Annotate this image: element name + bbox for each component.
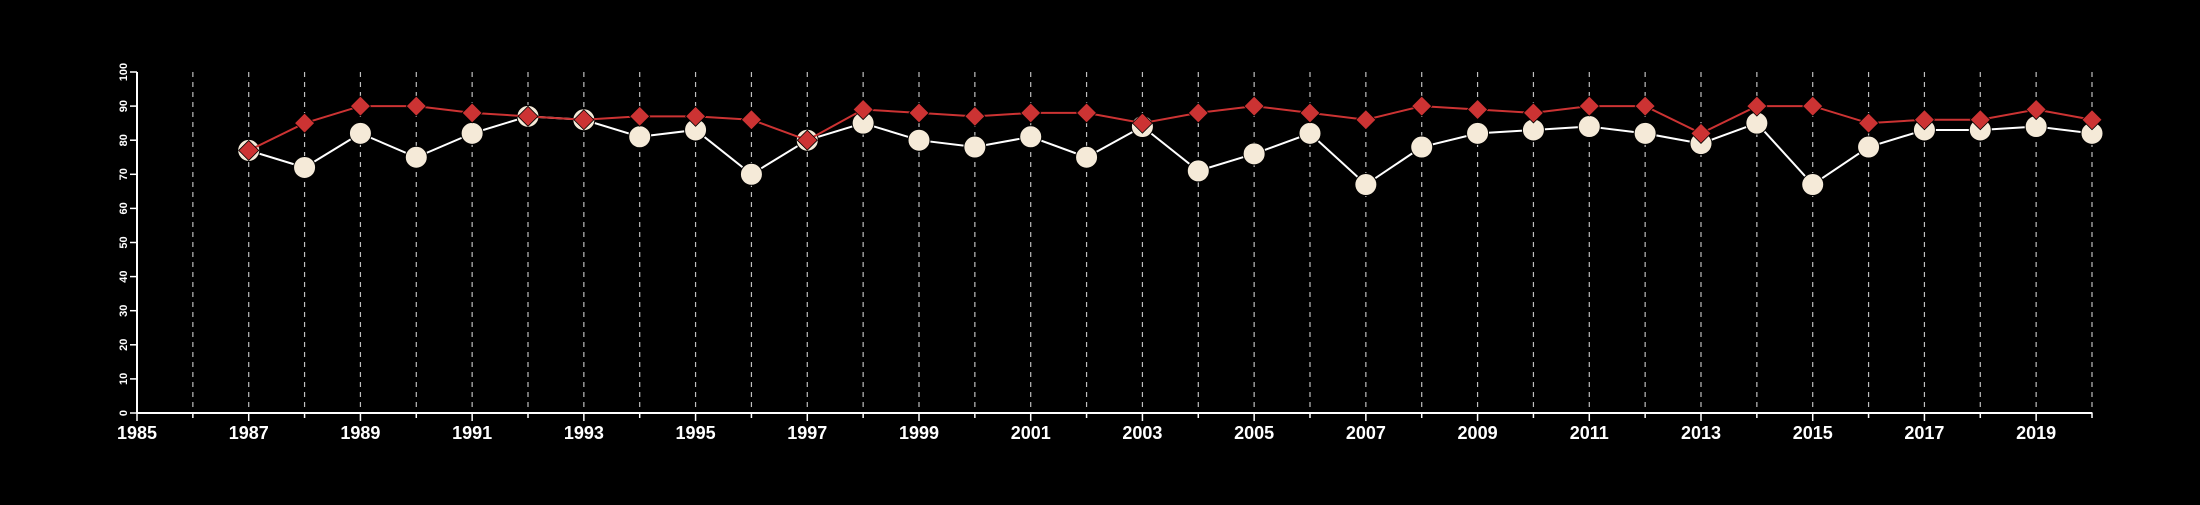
- circle-point: [1186, 159, 1210, 183]
- circle-point: [1019, 125, 1043, 149]
- y-tick-label: 40: [118, 270, 130, 282]
- series-layer: [237, 95, 2104, 197]
- diamond-point: [1746, 95, 1768, 117]
- diamond-point: [1802, 95, 1824, 117]
- diamond-point: [1187, 102, 1209, 124]
- diamond-point: [238, 139, 260, 161]
- diamond-point: [1243, 95, 1265, 117]
- x-tick-label: 2011: [1570, 423, 1609, 443]
- diamond-point: [461, 102, 483, 124]
- grid-layer: [192, 72, 2093, 413]
- diamond-point: [740, 109, 762, 131]
- x-tick-label: 2009: [1458, 423, 1498, 443]
- x-tick-label: 1993: [564, 423, 604, 443]
- x-tick-label: 1995: [676, 423, 716, 443]
- diamond-point: [1020, 102, 1042, 124]
- series-line-diamond: [248, 105, 2093, 152]
- diamond-point: [1913, 109, 1935, 131]
- diamond-point: [1634, 95, 1656, 117]
- diamond-point: [1690, 122, 1712, 144]
- diamond-point: [1969, 109, 1991, 131]
- circle-point: [1410, 135, 1434, 159]
- circle-point: [1242, 142, 1266, 166]
- diamond-point: [685, 105, 707, 127]
- diamond-point: [517, 105, 539, 127]
- diamond-point: [1131, 112, 1153, 134]
- x-tick-label: 2001: [1011, 423, 1051, 443]
- diamond-point: [1522, 102, 1544, 124]
- diamond-point: [349, 95, 371, 117]
- x-tick-label: 2013: [1681, 423, 1721, 443]
- diamond-point: [908, 102, 930, 124]
- y-tick-label: 70: [118, 168, 130, 180]
- diamond-point: [573, 109, 595, 131]
- x-tick-label: 1997: [787, 423, 827, 443]
- y-tick-label: 100: [118, 63, 130, 81]
- diamond-point: [1411, 95, 1433, 117]
- circle-point: [404, 145, 428, 169]
- diamond-point: [1076, 102, 1098, 124]
- circle-point: [907, 128, 931, 152]
- circle-point: [1354, 173, 1378, 197]
- y-tick-label: 50: [118, 236, 130, 248]
- series-diamond: [238, 95, 2103, 161]
- circle-point: [1633, 121, 1657, 145]
- diamond-point: [294, 112, 316, 134]
- diamond-point: [1355, 109, 1377, 131]
- circle-point: [963, 135, 987, 159]
- x-tick-label: 2007: [1346, 423, 1386, 443]
- circle-point: [739, 162, 763, 186]
- circle-point: [293, 155, 317, 179]
- axes: 0 10 20 30 40 50 60 70 80 90 100 1985 1987 1989 1991 19…: [117, 63, 2093, 443]
- x-tick-label: 2003: [1122, 423, 1162, 443]
- circle-point: [1298, 121, 1322, 145]
- circle-point: [1857, 135, 1881, 159]
- diamond-point: [964, 105, 986, 127]
- diamond-point: [2025, 98, 2047, 121]
- x-tick-label: 2005: [1234, 423, 1274, 443]
- circle-point: [460, 121, 484, 145]
- diamond-point: [1299, 102, 1321, 124]
- diamond-point: [1467, 98, 1489, 121]
- y-tick-label: 80: [118, 134, 130, 146]
- diamond-point: [629, 105, 651, 127]
- circle-point: [1075, 145, 1099, 169]
- x-tick-label: 1987: [229, 423, 269, 443]
- x-tick-label: 1985: [117, 423, 157, 443]
- diamond-point: [2081, 109, 2103, 131]
- diamond-point: [1858, 112, 1880, 134]
- x-tick-label: 1991: [452, 423, 492, 443]
- x-tick-label: 2019: [2016, 423, 2056, 443]
- diamond-point: [1578, 95, 1600, 117]
- x-tick-label: 1999: [899, 423, 939, 443]
- x-tick-label: 1989: [340, 423, 380, 443]
- y-tick-label: 10: [118, 373, 130, 385]
- diamond-point: [405, 95, 427, 117]
- x-tick-label: 2017: [1904, 423, 1944, 443]
- diamond-point: [796, 129, 818, 151]
- y-tick-label: 20: [118, 339, 130, 351]
- circle-point: [1577, 115, 1601, 139]
- y-tick-label: 30: [118, 305, 130, 317]
- circle-point: [628, 125, 652, 149]
- x-tick-label: 2015: [1793, 423, 1833, 443]
- y-tick-label: 0: [118, 410, 130, 416]
- y-tick-label: 60: [118, 202, 130, 214]
- circle-point: [348, 121, 372, 145]
- y-tick-label: 90: [118, 100, 130, 112]
- diamond-point: [852, 98, 874, 121]
- circle-point: [1801, 173, 1825, 197]
- circle-point: [1466, 121, 1490, 145]
